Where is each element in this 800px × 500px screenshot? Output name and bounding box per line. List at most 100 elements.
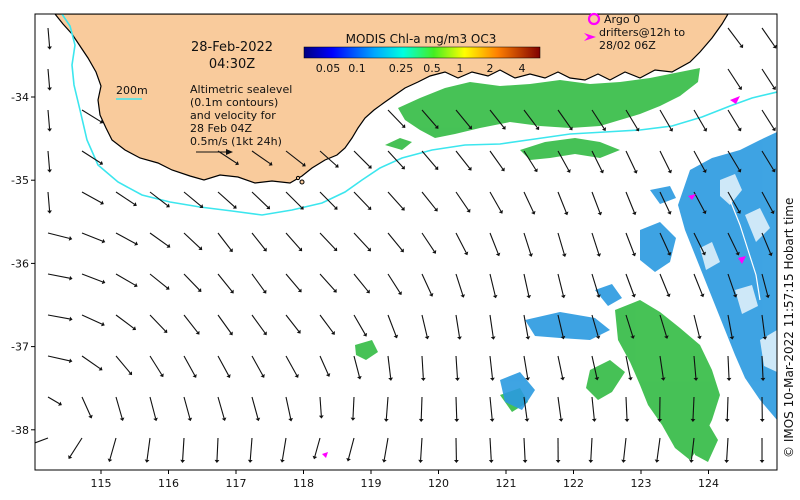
velocity-arrow-head [667, 169, 672, 174]
velocity-arrow-head [467, 166, 472, 171]
velocity-arrow [726, 437, 729, 460]
velocity-arrow-head [525, 377, 530, 381]
chl-blue-patches [500, 132, 777, 420]
velocity-arrow [285, 396, 292, 419]
y-tick-label: -38 [11, 424, 29, 437]
velocity-arrow-head [69, 316, 73, 322]
velocity-arrow [285, 150, 304, 165]
velocity-arrow-head [297, 288, 302, 293]
drifters-label-line: drifters@12h to [599, 26, 685, 39]
velocity-arrow-head [498, 209, 503, 214]
velocity-arrow-head [595, 335, 601, 340]
velocity-arrow [591, 191, 601, 213]
velocity-arrow [727, 27, 742, 46]
velocity-arrow [146, 437, 151, 460]
velocity-arrow [420, 396, 423, 420]
velocity-arrow [761, 68, 775, 88]
velocity-arrow-head [119, 417, 125, 422]
velocity-arrow [761, 109, 775, 129]
velocity-arrow [455, 109, 471, 128]
velocity-arrow-head [180, 459, 186, 463]
velocity-arrow-head [153, 417, 158, 422]
colorbar-tick: 1 [457, 62, 464, 75]
velocity-arrow [81, 109, 101, 123]
velocity-arrow-head [434, 125, 439, 129]
velocity-arrow-head [98, 366, 103, 371]
cloud-mask [700, 174, 777, 372]
plot-frame [34, 13, 778, 471]
velocity-arrow-head [531, 210, 536, 215]
velocity-arrow [489, 109, 505, 128]
velocity-arrow [251, 355, 264, 376]
velocity-arrow-head [198, 246, 203, 251]
velocity-arrow [81, 314, 103, 325]
velocity-arrow-head [187, 417, 193, 422]
velocity-arrow [383, 437, 389, 460]
velocity-arrow [81, 232, 103, 242]
velocity-arrow-head [563, 211, 569, 216]
velocity-arrow-head [260, 374, 265, 378]
drifter-track [729, 199, 761, 301]
velocity-arrow-head [420, 377, 426, 381]
x-tick-label: 123 [631, 477, 652, 490]
velocity-arrow [285, 314, 300, 332]
velocity-arrow [727, 273, 736, 295]
velocity-arrow-head [772, 44, 777, 49]
velocity-arrow [523, 314, 529, 337]
velocity-arrow [557, 273, 564, 296]
velocity-arrow-head [560, 294, 566, 299]
velocity-arrow [183, 314, 198, 333]
velocity-arrow-head [526, 294, 532, 299]
velocity-arrow [149, 273, 168, 289]
velocity-arrow-head [47, 128, 52, 132]
velocity-arrow [625, 355, 631, 378]
velocity-arrow-head [702, 210, 707, 215]
velocity-arrow [387, 273, 401, 293]
velocity-arrow [523, 150, 537, 170]
velocity-arrow-head [107, 458, 113, 463]
velocity-arrow-head [771, 168, 776, 173]
velocity-arrow [183, 273, 200, 291]
velocity-arrow-head [736, 209, 741, 214]
velocity-arrow [319, 273, 336, 291]
velocity-arrow-head [633, 169, 638, 174]
y-tick-label: -34 [11, 91, 29, 104]
velocity-arrow-head [635, 127, 640, 132]
velocity-arrow [591, 355, 598, 378]
velocity-arrow [353, 150, 370, 167]
velocity-arrow [387, 355, 392, 378]
velocity-arrow [182, 437, 185, 460]
y-tick-label: -36 [11, 257, 29, 270]
velocity-arrow-head [690, 418, 696, 422]
velocity-arrow-head [771, 86, 776, 90]
velocity-arrow [692, 396, 695, 420]
reference-arrow [196, 149, 233, 155]
velocity-arrow [693, 232, 705, 253]
velocity-arrow [314, 437, 321, 457]
velocity-arrow [761, 273, 769, 296]
velocity-arrow-head [144, 459, 150, 463]
velocity-arrow [727, 314, 733, 337]
velocity-arrow-head [631, 293, 636, 298]
velocity-arrow-head [533, 168, 538, 173]
velocity-arrow-head [500, 167, 505, 172]
velocity-arrow-head [621, 459, 626, 463]
velocity-arrow-head [463, 251, 469, 256]
x-tick-label: 117 [226, 477, 247, 490]
velocity-arrow-head [312, 455, 318, 460]
velocity-arrow [659, 109, 672, 130]
velocity-arrow-head [362, 332, 368, 337]
velocity-arrow-head [247, 459, 253, 463]
velocity-arrow [591, 396, 595, 419]
y-tick-label: -37 [11, 341, 29, 354]
velocity-arrow [217, 355, 230, 376]
velocity-arrow-head [424, 335, 430, 340]
velocity-arrow-head [432, 249, 437, 254]
velocity-arrow-head [47, 46, 52, 50]
velocity-arrow [387, 150, 404, 168]
land-mass [54, 14, 729, 184]
velocity-arrow [353, 273, 369, 292]
velocity-arrow [557, 355, 564, 378]
velocity-arrow [625, 191, 635, 213]
